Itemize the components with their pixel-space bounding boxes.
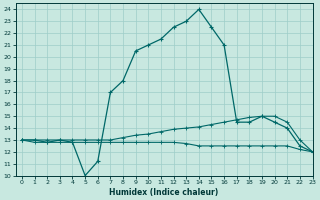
X-axis label: Humidex (Indice chaleur): Humidex (Indice chaleur) [109, 188, 219, 197]
